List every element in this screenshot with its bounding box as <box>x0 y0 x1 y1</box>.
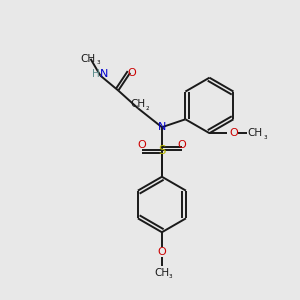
Text: H: H <box>92 69 99 79</box>
Text: ₃: ₃ <box>263 132 267 141</box>
Text: O: O <box>158 247 166 257</box>
Text: ₃: ₃ <box>97 57 100 66</box>
Text: CH: CH <box>130 99 146 110</box>
Text: CH: CH <box>248 128 262 138</box>
Text: S: S <box>158 143 166 157</box>
Text: O: O <box>177 140 186 150</box>
Text: O: O <box>230 128 239 138</box>
Text: CH: CH <box>80 54 95 64</box>
Text: N: N <box>100 69 109 79</box>
Text: O: O <box>138 140 146 150</box>
Text: CH: CH <box>154 268 170 278</box>
Text: ₃: ₃ <box>169 271 172 280</box>
Text: O: O <box>128 68 136 78</box>
Text: ₂: ₂ <box>145 103 149 112</box>
Text: N: N <box>158 122 166 132</box>
